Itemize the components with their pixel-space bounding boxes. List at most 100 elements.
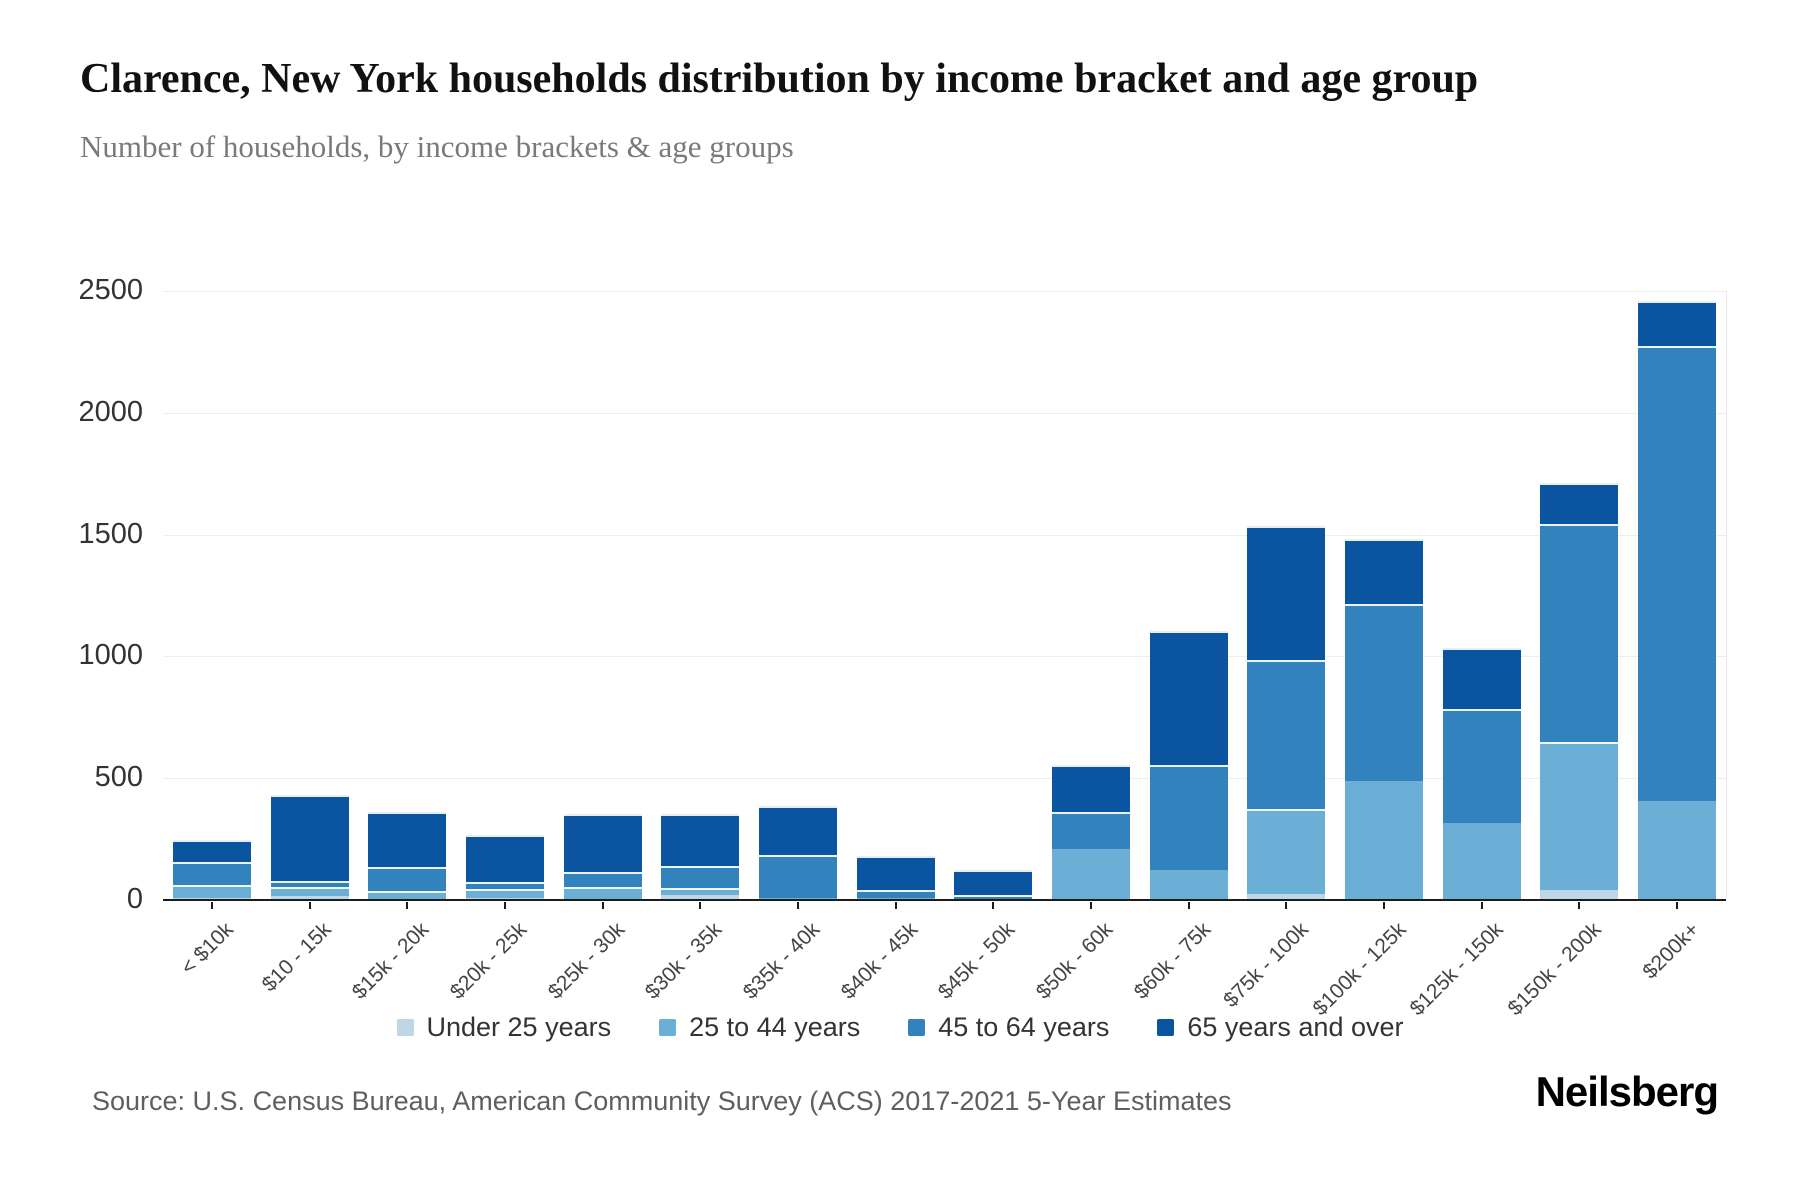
bar-segment[interactable] [1052,764,1131,813]
x-axis-label: $35k - 40k [738,918,825,1004]
bar-segment[interactable] [1540,523,1619,742]
bar-segment[interactable] [1345,780,1424,900]
legend-label: 25 to 44 years [689,1012,861,1042]
legend-swatch-icon [396,1019,414,1036]
legend-item-1[interactable]: 25 to 44 years [659,1012,860,1043]
bar-segment[interactable] [1442,823,1521,900]
bar-segment[interactable] [661,865,740,888]
bar-segment[interactable] [856,897,935,900]
bar-segment[interactable] [270,896,349,900]
bar-segment[interactable] [1540,741,1619,891]
bar-segment[interactable] [563,871,642,887]
bar-segment[interactable] [172,862,251,886]
legend-item-2[interactable]: 45 to 64 years [908,1012,1109,1043]
x-axis-tick [1578,902,1581,909]
bar-segment[interactable] [465,835,544,882]
plot-right-border [1726,291,1727,900]
y-axis-tick-label: 1000 [78,639,143,672]
bar-segment[interactable] [270,880,349,887]
gridline-2000 [163,412,1726,414]
bar-segment[interactable] [758,854,837,898]
legend-swatch-icon [908,1019,926,1036]
bar-segment[interactable] [465,889,544,898]
bar-segment[interactable] [1149,630,1228,765]
bar-segment[interactable] [172,897,251,900]
bar-segment[interactable] [1345,539,1424,605]
legend-label: 45 to 64 years [938,1012,1110,1042]
x-axis-tick [308,902,311,909]
x-axis-label: $25k - 30k [543,918,629,1004]
x-axis-line [163,899,1726,901]
bar-segment[interactable] [1247,526,1326,661]
y-axis-tick-label: 2000 [78,395,143,428]
bar-segment[interactable] [368,812,447,868]
bar-segment[interactable] [465,897,544,900]
bar-segment[interactable] [954,869,1033,896]
bar-segment[interactable] [1638,345,1717,802]
x-axis-label: $200k+ [1638,918,1704,984]
x-axis-label: $10 - 15k [257,918,336,997]
bar-segment[interactable] [1052,812,1131,849]
x-axis-label: $100k - 125k [1308,918,1411,1021]
bar-segment[interactable] [1247,660,1326,809]
bar-segment[interactable] [1247,808,1326,894]
bar-segment[interactable] [758,806,837,855]
bar-segment[interactable] [368,891,447,899]
x-axis-label: $45k - 50k [934,918,1020,1004]
y-axis-tick-label: 500 [94,761,143,794]
x-axis-tick [796,902,799,909]
bar-segment[interactable] [1345,604,1424,781]
y-axis-tick-label: 0 [126,883,143,915]
source-text: Source: U.S. Census Bureau, American Com… [92,1086,1232,1116]
legend: Under 25 years 25 to 44 years 45 to 64 yea… [0,1012,1800,1043]
x-axis-tick [406,902,409,909]
bar-segment[interactable] [1442,647,1521,709]
bar-segment[interactable] [1149,764,1228,870]
bar-segment[interactable] [661,887,740,896]
bar-segment[interactable] [270,886,349,897]
bar-segment[interactable] [1247,893,1326,900]
legend-item-0[interactable]: Under 25 years [396,1012,612,1043]
bar-segment[interactable] [661,895,740,900]
bar-segment[interactable] [661,813,740,866]
y-axis-tick-label: 1500 [78,517,143,550]
bar-segment[interactable] [172,885,251,898]
bar-segment[interactable] [1052,848,1131,900]
x-axis-label: $150k - 200k [1503,918,1606,1021]
brand-logo: Neilsberg [1535,1068,1719,1115]
legend-item-3[interactable]: 65 years and over [1157,1012,1404,1043]
bar-segment[interactable] [856,856,935,891]
bar-segment[interactable] [172,840,251,863]
gridline-1000 [163,656,1726,658]
x-axis-label: $20k - 25k [445,918,532,1004]
x-axis-tick [503,902,506,909]
x-axis-label: $50k - 60k [1031,918,1118,1004]
x-axis-tick [1383,902,1386,909]
bar-segment[interactable] [368,867,447,892]
x-axis-tick [1285,902,1288,909]
x-axis-label: $125k - 150k [1405,918,1509,1021]
gridline-500 [163,778,1726,780]
bar-segment[interactable] [1540,890,1619,900]
bar-segment[interactable] [1540,483,1619,524]
legend-label: Under 25 years [426,1012,612,1042]
bar-segment[interactable] [758,897,837,900]
bar-segment[interactable] [856,890,935,898]
x-axis-label: $75k - 100k [1218,918,1313,1012]
bar-segment[interactable] [954,895,1033,899]
bar-segment[interactable] [563,813,642,872]
bar-segment[interactable] [1442,708,1521,824]
x-axis-tick [894,902,897,909]
bar-segment[interactable] [465,881,544,890]
chart-title: Clarence, New York households distributi… [80,56,1479,102]
bar-segment[interactable] [563,886,642,899]
x-axis-tick [210,902,213,909]
x-axis-tick [1090,902,1093,909]
bar-segment[interactable] [1149,869,1228,900]
x-axis-tick [1480,902,1483,909]
x-axis-tick [699,902,702,909]
bar-segment[interactable] [1638,300,1717,346]
bar-segment[interactable] [1638,801,1717,900]
bar-segment[interactable] [270,795,349,881]
